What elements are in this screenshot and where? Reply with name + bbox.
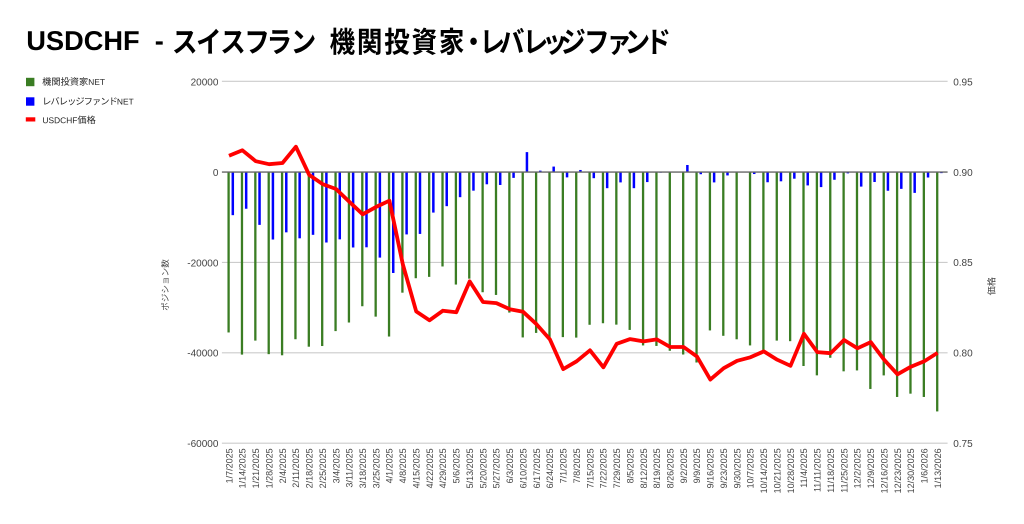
- svg-text:11/11/2025: 11/11/2025: [813, 448, 823, 492]
- svg-text:0.80: 0.80: [953, 349, 973, 360]
- svg-text:4/8/2025: 4/8/2025: [398, 448, 408, 483]
- svg-text:8/19/2025: 8/19/2025: [652, 448, 662, 488]
- svg-text:0: 0: [213, 168, 219, 179]
- svg-text:7/29/2025: 7/29/2025: [612, 448, 622, 488]
- svg-text:12/30/2025: 12/30/2025: [906, 448, 916, 493]
- svg-text:1/21/2025: 1/21/2025: [251, 448, 261, 488]
- svg-text:3/4/2025: 3/4/2025: [331, 448, 341, 483]
- svg-text:0.90: 0.90: [953, 168, 973, 179]
- svg-text:12/2/2025: 12/2/2025: [853, 448, 863, 488]
- svg-text:10/7/2025: 10/7/2025: [746, 448, 756, 488]
- svg-text:3/25/2025: 3/25/2025: [371, 448, 381, 488]
- svg-text:7/15/2025: 7/15/2025: [585, 448, 595, 488]
- svg-text:1/14/2025: 1/14/2025: [238, 448, 248, 488]
- svg-text:1/28/2025: 1/28/2025: [264, 448, 274, 488]
- svg-text:12/16/2025: 12/16/2025: [879, 448, 889, 493]
- svg-text:12/23/2025: 12/23/2025: [893, 448, 903, 493]
- svg-text:10/14/2025: 10/14/2025: [759, 448, 769, 493]
- svg-text:8/12/2025: 8/12/2025: [639, 448, 649, 488]
- svg-text:11/4/2025: 11/4/2025: [799, 448, 809, 487]
- svg-text:3/18/2025: 3/18/2025: [358, 448, 368, 488]
- svg-text:20000: 20000: [191, 78, 219, 89]
- svg-text:8/26/2025: 8/26/2025: [666, 448, 676, 488]
- svg-text:11/25/2025: 11/25/2025: [839, 448, 849, 492]
- svg-text:1/13/2026: 1/13/2026: [933, 448, 943, 488]
- svg-text:5/6/2025: 5/6/2025: [452, 448, 462, 483]
- svg-text:4/22/2025: 4/22/2025: [425, 448, 435, 488]
- svg-text:6/3/2025: 6/3/2025: [505, 448, 515, 483]
- svg-text:7/22/2025: 7/22/2025: [599, 448, 609, 488]
- svg-text:4/1/2025: 4/1/2025: [385, 448, 395, 483]
- svg-text:10/21/2025: 10/21/2025: [773, 448, 783, 493]
- svg-text:1/7/2025: 1/7/2025: [224, 448, 234, 483]
- svg-text:2/4/2025: 2/4/2025: [278, 448, 288, 483]
- svg-text:5/27/2025: 5/27/2025: [492, 448, 502, 488]
- svg-text:4/29/2025: 4/29/2025: [438, 448, 448, 488]
- svg-text:2/11/2025: 2/11/2025: [291, 448, 301, 487]
- svg-text:-60000: -60000: [187, 439, 219, 450]
- svg-text:10/28/2025: 10/28/2025: [786, 448, 796, 493]
- svg-text:9/23/2025: 9/23/2025: [719, 448, 729, 488]
- svg-text:9/30/2025: 9/30/2025: [732, 448, 742, 488]
- svg-text:6/24/2025: 6/24/2025: [545, 448, 555, 488]
- svg-text:2/25/2025: 2/25/2025: [318, 448, 328, 488]
- svg-text:0.85: 0.85: [953, 258, 973, 269]
- svg-text:5/13/2025: 5/13/2025: [465, 448, 475, 488]
- svg-text:12/9/2025: 12/9/2025: [866, 448, 876, 488]
- svg-text:9/16/2025: 9/16/2025: [706, 448, 716, 488]
- svg-text:3/11/2025: 3/11/2025: [345, 448, 355, 487]
- svg-text:2/18/2025: 2/18/2025: [305, 448, 315, 488]
- svg-text:11/18/2025: 11/18/2025: [826, 448, 836, 492]
- svg-text:4/15/2025: 4/15/2025: [412, 448, 422, 488]
- svg-text:1/6/2026: 1/6/2026: [920, 448, 930, 483]
- svg-text:8/5/2025: 8/5/2025: [625, 448, 635, 483]
- svg-text:7/8/2025: 7/8/2025: [572, 448, 582, 483]
- svg-text:9/2/2025: 9/2/2025: [679, 448, 689, 483]
- svg-text:-40000: -40000: [187, 349, 219, 360]
- svg-text:-20000: -20000: [187, 258, 219, 269]
- svg-text:5/20/2025: 5/20/2025: [478, 448, 488, 488]
- svg-text:0.95: 0.95: [953, 77, 973, 88]
- svg-text:0.75: 0.75: [953, 439, 973, 450]
- svg-text:9/9/2025: 9/9/2025: [692, 448, 702, 483]
- svg-text:7/1/2025: 7/1/2025: [559, 448, 569, 483]
- svg-text:6/17/2025: 6/17/2025: [532, 448, 542, 488]
- svg-text:6/10/2025: 6/10/2025: [518, 448, 528, 488]
